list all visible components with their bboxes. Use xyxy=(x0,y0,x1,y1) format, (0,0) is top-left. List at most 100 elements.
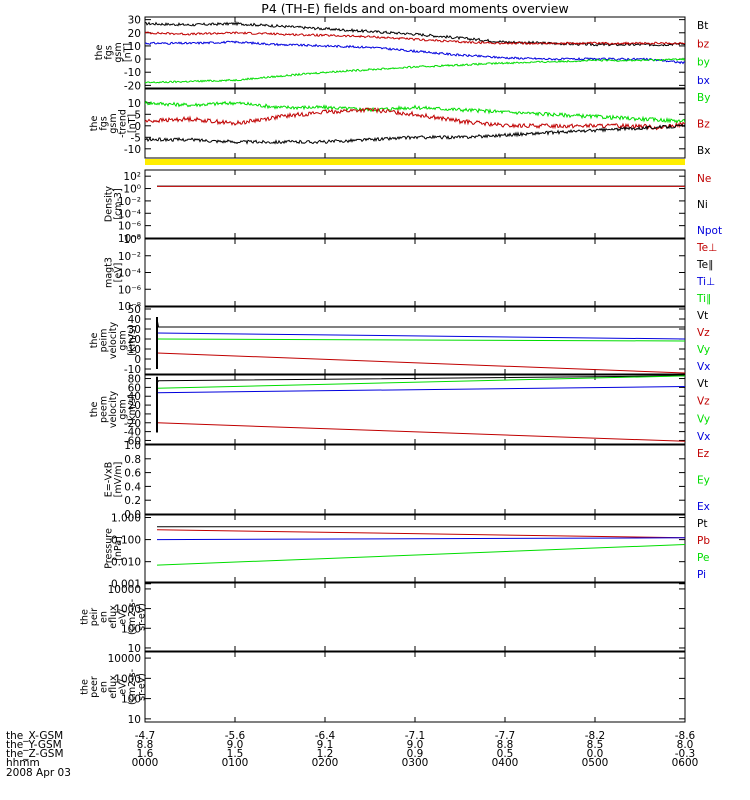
y-tick-label: -40 xyxy=(124,427,141,439)
panel-frame xyxy=(144,651,686,723)
legend-Vy: Vy xyxy=(697,344,710,356)
series-Pe xyxy=(156,544,685,566)
x-tick-value: -7.7 xyxy=(495,730,516,742)
legend-Vy: Vy xyxy=(697,413,710,425)
y-tick-label: 100 xyxy=(121,623,141,635)
legend-By: By xyxy=(697,92,710,104)
legend-Ex: Ex xyxy=(697,501,710,513)
series-By xyxy=(145,100,685,124)
y-tick-label: 1000 xyxy=(114,673,141,685)
legend-Pt: Pt xyxy=(697,518,707,530)
legend-Pb: Pb xyxy=(697,535,710,547)
legend-Pe: Pe xyxy=(697,552,709,564)
series-Vy xyxy=(156,375,685,389)
y-axis-label-line: [cm-3] xyxy=(113,188,124,219)
legend-Npot: Npot xyxy=(697,225,722,237)
y-tick-label: 0 xyxy=(134,121,141,133)
series-bz xyxy=(145,31,685,46)
y-tick-label: 20 xyxy=(128,334,141,346)
y-axis-label-line: E=-VxB xyxy=(103,462,114,497)
y-axis-label-line: Density xyxy=(103,186,114,222)
panel-frame xyxy=(144,374,686,445)
x-tick-value: 1.2 xyxy=(317,748,334,760)
series-bx xyxy=(145,57,685,84)
series-Bz xyxy=(145,107,685,131)
panel-temperature: 10⁰ 10⁻² 10⁻⁴ 10⁻⁶ 10⁻⁸ magt3[eV] Te⊥ Te∥ Ti⊥ Ti∥ xyxy=(103,234,717,313)
x-tick-value: 0.0 xyxy=(587,748,604,760)
y-tick-label: 10⁻⁴ xyxy=(118,268,141,280)
y-axis-label-line: en xyxy=(99,611,110,623)
x-tick-value: -5.6 xyxy=(225,730,246,742)
legend-Vt: Vt xyxy=(697,310,708,322)
y-tick-label: 0 xyxy=(134,54,141,66)
y-tick-label: 20 xyxy=(128,400,141,412)
y-tick-label: 40 xyxy=(128,391,141,403)
y-axis-label-line: fgs xyxy=(99,116,110,130)
y-tick-label: 0.001 xyxy=(111,579,141,591)
y-tick-label: -60 xyxy=(124,435,141,447)
x-tick-value: 0200 xyxy=(312,757,339,769)
legend-Pi: Pi xyxy=(697,569,706,581)
y-tick-label: 1000 xyxy=(114,604,141,616)
y-tick-label: 10⁻⁴ xyxy=(118,208,141,220)
y-axis-label-line: the xyxy=(94,45,105,61)
y-tick-label: 10000 xyxy=(108,653,141,665)
y-axis-label: magt3[eV] xyxy=(103,257,124,288)
panel-peer_spectrum: 10000 1000 100 10 thepeerenefluxeV/(cm2-s-sr… xyxy=(80,651,686,726)
y-tick-label: 10⁻⁶ xyxy=(118,221,141,233)
legend-Vx: Vx xyxy=(697,361,710,373)
y-axis-label-line: [nT] xyxy=(122,43,133,62)
y-tick-label: 100 xyxy=(121,694,141,706)
y-axis-label-line: magt3 xyxy=(103,257,114,288)
series-Vy xyxy=(156,338,685,342)
x-tick-value: 0.9 xyxy=(407,748,424,760)
x-axis-row-label: the_Z-GSM xyxy=(6,748,64,760)
y-axis-label-line: eV/ xyxy=(118,608,129,624)
panel-peir_spectrum: 10000 1000 100 10 thepeirenefluxeV/(cm2-s-sr… xyxy=(80,582,686,655)
x-tick-value: 9.0 xyxy=(227,739,244,751)
y-tick-label: -10 xyxy=(124,67,141,79)
y-tick-label: 30 xyxy=(128,324,141,336)
panel-frame xyxy=(144,582,686,652)
x-axis-row-label: hhmm xyxy=(6,757,40,769)
legend-Vx: Vx xyxy=(697,431,710,443)
y-axis-label-line: en xyxy=(99,681,110,693)
y-tick-label: 20 xyxy=(128,28,141,40)
panel-density: 10²10⁰10⁻²10⁻⁴10⁻⁶10⁻⁸Density[cm-3]NeNiN… xyxy=(103,169,722,245)
series-Vt xyxy=(156,318,685,328)
x-tick-value: 0.5 xyxy=(497,748,514,760)
y-tick-label: -10 xyxy=(124,144,141,156)
legend-Ez: Ez xyxy=(697,448,710,460)
y-axis-label-line: eflux xyxy=(108,675,119,699)
y-axis-label-line: velocity xyxy=(108,322,119,360)
panel-frame xyxy=(144,169,686,239)
y-tick-label: 0 xyxy=(134,354,141,366)
y-tick-label: 1.0 xyxy=(124,440,141,452)
y-axis-label-line: sr-eV) xyxy=(137,673,148,701)
x-tick-value: -6.4 xyxy=(315,730,336,742)
y-tick-label: 30 xyxy=(128,15,141,27)
y-axis-label-line: [mV/m] xyxy=(113,462,124,498)
y-tick-label: 10 xyxy=(128,98,141,110)
y-tick-label: 0.2 xyxy=(124,495,141,507)
y-axis-label-line: peim xyxy=(99,329,110,353)
x-tick-value: -8.2 xyxy=(585,730,606,742)
y-axis-label-line: peer xyxy=(89,676,100,698)
series-Bt xyxy=(145,21,685,47)
legend-bx: bx xyxy=(697,75,710,87)
y-tick-label: 0.0 xyxy=(124,509,141,521)
y-tick-label: 10⁻⁶ xyxy=(118,284,141,296)
y-axis-label-line: the xyxy=(80,679,91,695)
x-tick-value: -4.7 xyxy=(135,730,156,742)
y-axis-label-line: [nT] xyxy=(127,114,138,133)
y-tick-label: 10⁰ xyxy=(123,234,141,246)
y-axis-label-line: [nPa] xyxy=(113,536,124,561)
y-axis-label-line: peir xyxy=(89,608,100,627)
series-Pb xyxy=(156,529,685,539)
y-axis-label-line: gsm xyxy=(113,42,124,62)
